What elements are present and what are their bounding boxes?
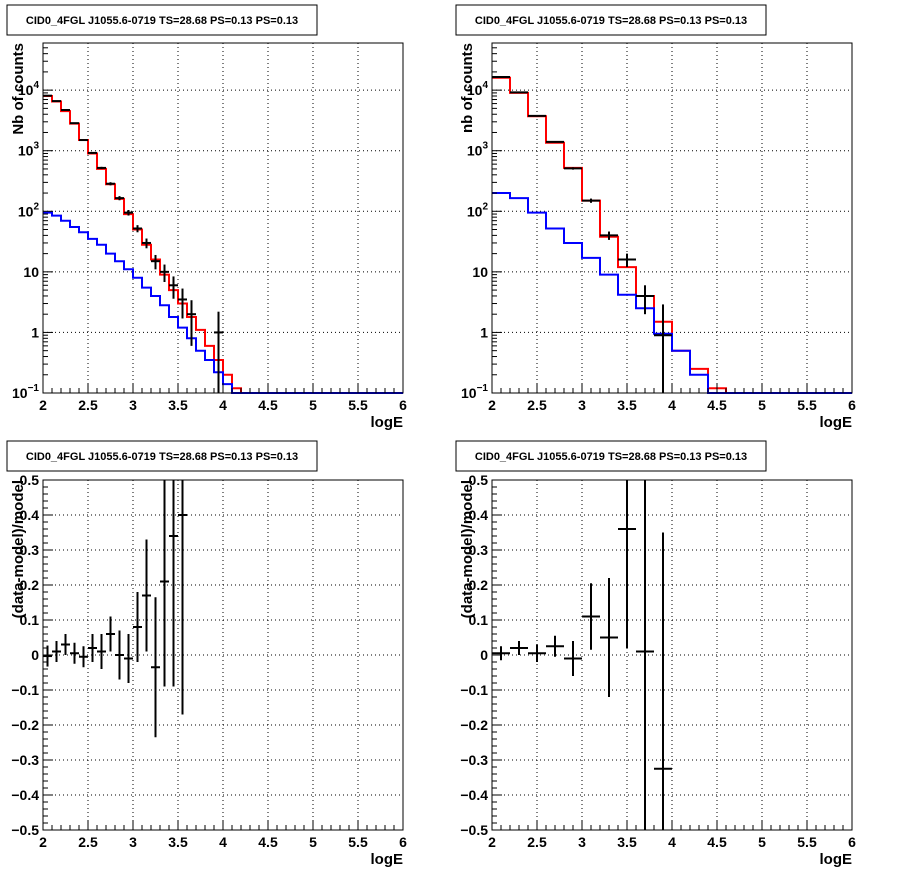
y-tick-label: 0 [480,647,488,663]
x-tick-label: 5 [758,397,766,413]
x-tick-label: 3.5 [168,397,188,413]
x-tick-label: 4.5 [707,834,727,850]
y-axis-label: Nb of counts [10,43,27,135]
x-tick-label: 6 [848,834,856,850]
chart-title: CID0_4FGL J1055.6-0719 TS=28.68 PS=0.13 … [26,451,298,463]
panel-residual-left: CID0_4FGL J1055.6-0719 TS=28.68 PS=0.13 … [6,440,407,868]
x-tick-label: 3 [578,397,586,413]
chart-title: CID0_4FGL J1055.6-0719 TS=28.68 PS=0.13 … [475,451,747,463]
y-tick-label: −0.4 [460,787,488,803]
y-tick-label: 0.5 [20,472,40,488]
y-tick-label: 10−1 [461,383,488,401]
y-tick-label: 0.2 [20,577,40,593]
chart-title: CID0_4FGL J1055.6-0719 TS=28.68 PS=0.13 … [26,15,298,27]
y-tick-label: −0.5 [460,822,488,838]
x-tick-label: 4.5 [258,834,278,850]
x-axis-label: logE [820,851,853,868]
x-tick-label: 2.5 [527,834,547,850]
y-tick-label: 1 [31,324,39,340]
x-tick-label: 3.5 [168,834,188,850]
y-tick-label: 0.2 [469,577,489,593]
x-tick-label: 3 [129,397,137,413]
x-tick-label: 3.5 [617,397,637,413]
x-axis-label: logE [820,414,853,431]
y-tick-label: 0.5 [469,472,489,488]
y-tick-label: 0.4 [20,507,40,523]
x-tick-label: 2 [39,834,47,850]
x-axis-label: logE [371,414,404,431]
x-tick-label: 3.5 [617,834,637,850]
x-tick-label: 2.5 [527,397,547,413]
y-tick-label: −0.3 [460,752,488,768]
y-tick-label: 1 [480,324,488,340]
x-axis-label: logE [371,851,404,868]
y-tick-label: 102 [467,201,489,219]
x-tick-label: 4 [219,397,227,413]
x-tick-label: 5.5 [348,397,368,413]
y-tick-label: 10 [472,264,488,280]
x-tick-label: 5.5 [797,397,817,413]
x-tick-label: 4 [668,834,676,850]
y-axis-label: (data-model)/model [459,480,476,618]
x-tick-label: 3 [578,834,586,850]
y-tick-label: −0.1 [460,682,488,698]
y-tick-label: 0.1 [469,612,489,628]
panel-spectrum-right: CID0_4FGL J1055.6-0719 TS=28.68 PS=0.13 … [455,4,856,431]
y-tick-label: 0.3 [20,542,40,558]
panel-spectrum-left: CID0_4FGL J1055.6-0719 TS=28.68 PS=0.13 … [6,4,407,431]
y-tick-label: 104 [467,80,489,98]
y-tick-label: 103 [18,141,40,159]
y-tick-label: 0.1 [20,612,40,628]
x-tick-label: 2.5 [78,397,98,413]
x-tick-label: 6 [399,397,407,413]
x-tick-label: 3 [129,834,137,850]
x-tick-label: 4 [219,834,227,850]
y-tick-label: −0.5 [11,822,39,838]
y-tick-label: −0.4 [11,787,39,803]
y-axis-label: (data-model)/model [10,480,27,618]
y-tick-label: 10 [23,264,39,280]
title-box [6,440,318,472]
title-box [6,4,318,36]
x-tick-label: 2 [488,834,496,850]
x-tick-label: 4 [668,397,676,413]
x-tick-label: 5.5 [797,834,817,850]
x-tick-label: 4.5 [707,397,727,413]
x-tick-label: 5 [758,834,766,850]
x-tick-label: 5.5 [348,834,368,850]
y-tick-label: 104 [18,80,40,98]
title-box [455,440,767,472]
panel-residual-right: CID0_4FGL J1055.6-0719 TS=28.68 PS=0.13 … [455,440,856,868]
y-tick-label: −0.2 [11,717,39,733]
x-tick-label: 5 [309,834,317,850]
y-tick-label: 0.4 [469,507,489,523]
y-tick-label: 10−1 [12,383,39,401]
y-tick-label: −0.2 [460,717,488,733]
x-tick-label: 5 [309,397,317,413]
chart-title: CID0_4FGL J1055.6-0719 TS=28.68 PS=0.13 … [475,15,747,27]
y-tick-label: 0.3 [469,542,489,558]
x-tick-label: 2 [488,397,496,413]
y-tick-label: 0 [31,647,39,663]
y-axis-label: nb of counts [459,43,476,133]
y-tick-label: 102 [18,201,40,219]
x-tick-label: 4.5 [258,397,278,413]
y-tick-label: −0.1 [11,682,39,698]
title-box [455,4,767,36]
y-tick-label: −0.3 [11,752,39,768]
y-tick-label: 103 [467,141,489,159]
x-tick-label: 6 [399,834,407,850]
x-tick-label: 2.5 [78,834,98,850]
x-tick-label: 6 [848,397,856,413]
x-tick-label: 2 [39,397,47,413]
